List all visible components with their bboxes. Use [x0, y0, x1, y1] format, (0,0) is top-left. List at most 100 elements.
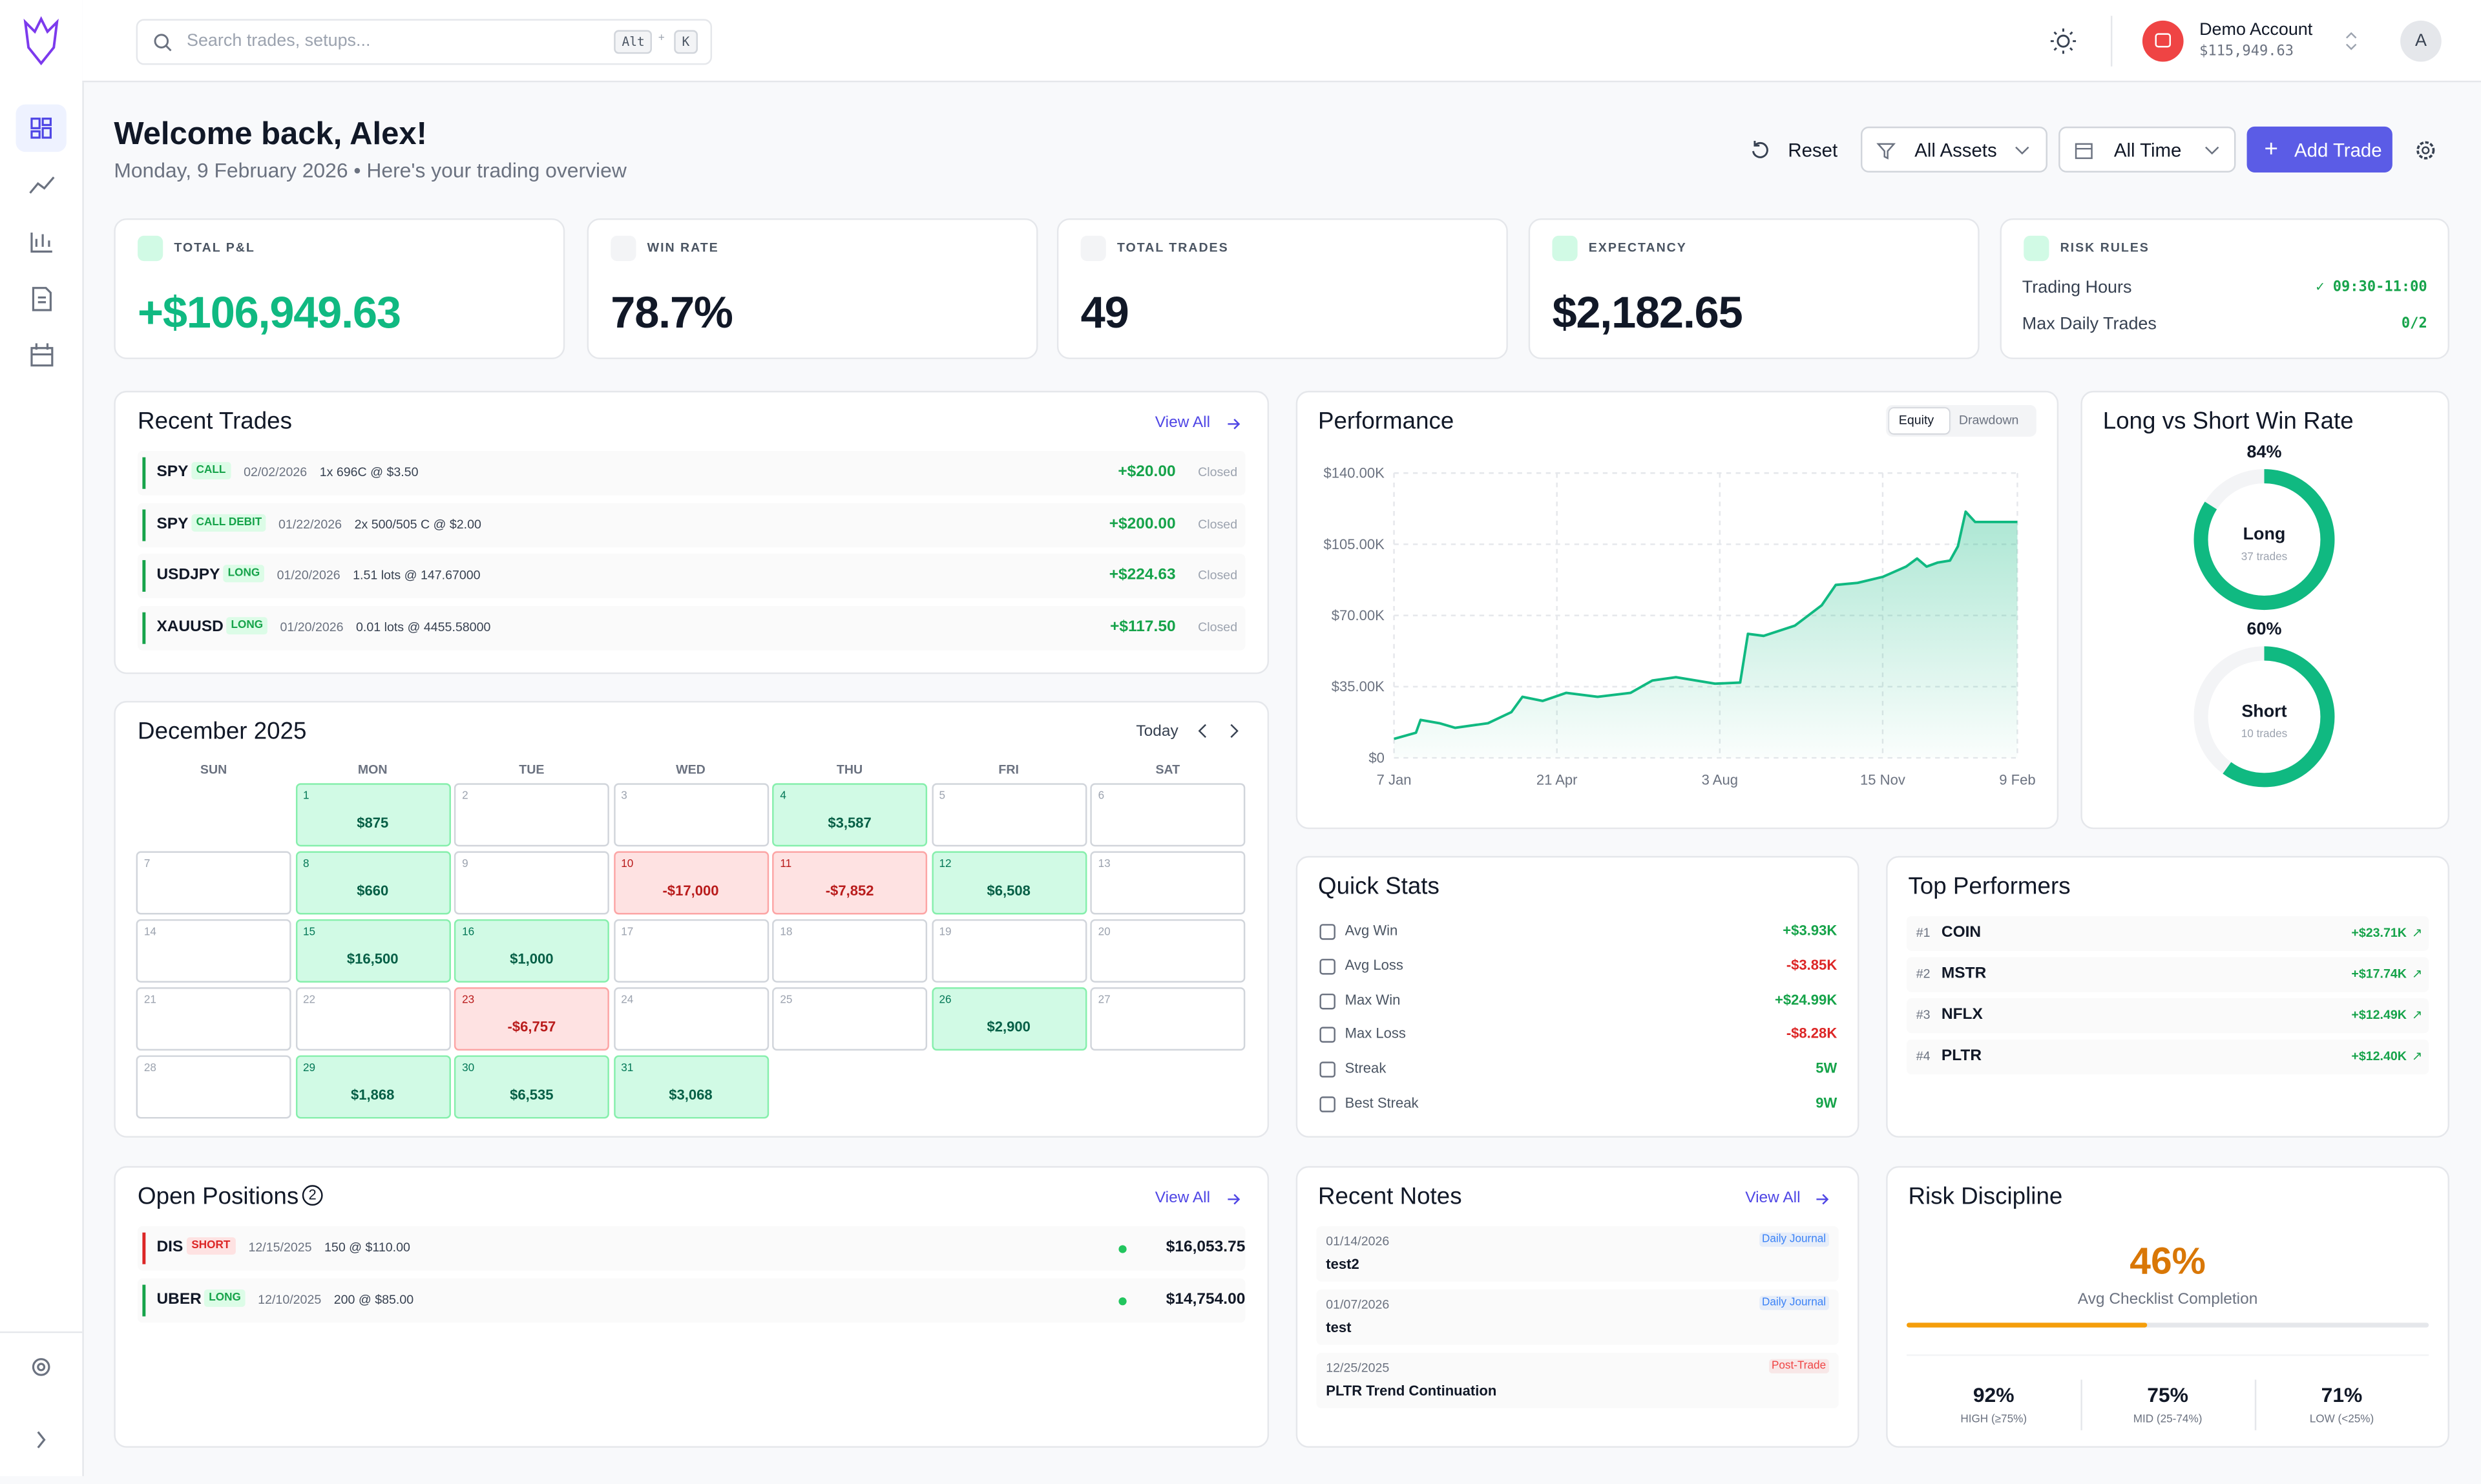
day-cell[interactable]: 30 $6,535: [454, 1055, 609, 1119]
day-number: 1: [302, 791, 309, 802]
avatar[interactable]: A: [2400, 20, 2442, 62]
day-cell[interactable]: 3: [612, 783, 768, 847]
month-nav[interactable]: [1196, 723, 1243, 738]
trend-icon: ↗: [2411, 925, 2423, 940]
day-cell[interactable]: 11 -$7,852: [772, 851, 928, 915]
day-cell[interactable]: 31 $3,068: [612, 1055, 768, 1119]
y-tick-label: $140.00K: [1324, 465, 1385, 481]
weekday: FRI: [998, 762, 1019, 777]
day-cell[interactable]: 29 $1,868: [295, 1055, 450, 1119]
time-filter[interactable]: All Time: [2058, 126, 2236, 172]
day-cell[interactable]: 5: [931, 783, 1087, 847]
view-all-link[interactable]: View All: [1155, 1189, 1211, 1207]
view-all-link[interactable]: View All: [1745, 1189, 1801, 1207]
account-icon[interactable]: [2142, 20, 2184, 62]
kpi-icon: [2024, 235, 2049, 262]
stat-name: Max Win: [1345, 991, 1401, 1008]
day-cell[interactable]: 20: [1090, 919, 1246, 983]
view-all-link[interactable]: View All: [1155, 414, 1211, 432]
rule-name: Trading Hours: [2022, 278, 2132, 298]
day-cell[interactable]: 8 $660: [295, 851, 450, 915]
nav-expand[interactable]: [37, 1431, 46, 1448]
note-row[interactable]: 12/25/2025 PLTR Trend Continuation Post-Tr…: [1316, 1352, 1839, 1408]
trade-row[interactable]: UBER LONG 12/10/2025 200 @ $85.00 $14,754.00: [138, 1278, 1245, 1323]
day-cell[interactable]: 13: [1090, 851, 1246, 915]
performer-row[interactable]: #3 NFLX +$12.49K ↗: [1907, 998, 2429, 1034]
note-title: PLTR Trend Continuation: [1326, 1383, 1497, 1399]
day-cell[interactable]: 4 $3,587: [772, 783, 928, 847]
reset-button[interactable]: Reset: [1788, 139, 1838, 162]
day-cell[interactable]: 18: [772, 919, 928, 983]
reset-icon: [1752, 140, 1768, 158]
account-chevron[interactable]: [2343, 30, 2359, 52]
area: [1394, 512, 2018, 758]
value: $16,053.75: [1166, 1238, 1246, 1257]
trend-icon: ↗: [2411, 1008, 2423, 1023]
note-row[interactable]: 01/07/2026 test Daily Journal: [1316, 1289, 1839, 1345]
day-cell[interactable]: 19: [931, 919, 1087, 983]
trade-row[interactable]: SPY CALL DEBIT 01/22/2026 2x 500/505 C @ $2…: [138, 503, 1246, 547]
performer-row[interactable]: #2 MSTR +$17.74K ↗: [1907, 957, 2429, 992]
nav-settings[interactable]: [32, 1358, 50, 1376]
kpi-label: TOTAL TRADES: [1116, 240, 1229, 255]
date: 01/20/2026: [277, 569, 340, 583]
status: Closed: [1198, 465, 1238, 480]
day-cell[interactable]: 16 $1,000: [454, 919, 609, 983]
kbd: Alt: [614, 30, 653, 54]
trade-row[interactable]: DIS SHORT 12/15/2025 150 @ $110.00 $16,053.7…: [138, 1226, 1245, 1271]
trade-row[interactable]: USDJPY LONG 01/20/2026 1.51 lots @ 147.6700…: [138, 554, 1246, 599]
day-cell[interactable]: 9: [454, 851, 609, 915]
nav-trades[interactable]: [29, 176, 55, 194]
day-cell[interactable]: 25: [772, 987, 928, 1051]
day-cell[interactable]: 2: [454, 783, 609, 847]
logo: [23, 16, 59, 66]
day-cell[interactable]: 7: [136, 851, 291, 915]
today-button[interactable]: Today: [1136, 723, 1178, 741]
win-rate-card: Long vs Short Win Rate: [2080, 390, 2450, 830]
day-cell[interactable]: 26 $2,900: [931, 987, 1087, 1051]
trade-row[interactable]: SPY CALL 02/02/2026 1x 696C @ $3.50 +$20.00 C…: [138, 450, 1246, 496]
donut-value: 84%: [2247, 442, 2282, 461]
day-cell[interactable]: 24: [612, 987, 768, 1051]
day-cell[interactable]: 23 -$6,757: [454, 987, 609, 1051]
nav-active[interactable]: [16, 104, 67, 152]
day-cell[interactable]: 27: [1090, 987, 1246, 1051]
nav-analytics[interactable]: [30, 233, 52, 253]
kpi-label: EXPECTANCY: [1588, 240, 1687, 255]
theme-toggle[interactable]: [2047, 25, 2079, 57]
day-cell[interactable]: 12 $6,508: [931, 851, 1087, 915]
day-cell[interactable]: 28: [136, 1055, 291, 1119]
nav-notes[interactable]: [32, 287, 52, 311]
side-bar: [142, 612, 146, 644]
search-box[interactable]: Search trades, setups... Alt + K: [136, 19, 713, 65]
note-row[interactable]: 01/14/2026 test2 Daily Journal: [1316, 1226, 1839, 1282]
rank: #1: [1916, 925, 1931, 940]
day-cell[interactable]: 15 $16,500: [295, 919, 450, 983]
day-cell[interactable]: 1 $875: [295, 783, 450, 847]
day-cell[interactable]: 10 -$17,000: [612, 851, 768, 915]
account-balance: $115,949.63: [2199, 44, 2294, 61]
trend-icon: ↗: [2411, 967, 2423, 981]
x-tick-label: 7 Jan: [1377, 772, 1412, 788]
add-trade-label: Add Trade: [2294, 139, 2382, 162]
day-cell[interactable]: 14: [136, 919, 291, 983]
sidebar-icons: [0, 16, 83, 1448]
note-date: 01/07/2026: [1326, 1297, 1390, 1312]
tab[interactable]: Equity: [1898, 413, 1934, 428]
tag: LONG: [226, 617, 268, 635]
performer-row[interactable]: #4 PLTR +$12.40K ↗: [1907, 1039, 2429, 1074]
settings-button[interactable]: [2414, 140, 2436, 162]
assets-filter[interactable]: All Assets: [1861, 126, 2047, 172]
date: 12/10/2025: [258, 1292, 322, 1307]
day-cell[interactable]: 21: [136, 987, 291, 1051]
performer-row[interactable]: #1 COIN +$23.71K ↗: [1907, 915, 2429, 951]
nav-calendar[interactable]: [30, 343, 54, 367]
day-cell[interactable]: 6: [1090, 783, 1246, 847]
day-cell[interactable]: 17: [612, 919, 768, 983]
tab[interactable]: Drawdown: [1958, 413, 2019, 428]
day-cell[interactable]: 22: [295, 987, 450, 1051]
trade-row[interactable]: XAUUSD LONG 01/20/2026 0.01 lots @ 4455.580…: [138, 606, 1246, 651]
add-trade-button[interactable]: + Add Trade: [2246, 126, 2392, 172]
card-title: Recent Notes: [1318, 1183, 1462, 1211]
status-dot: [1118, 1245, 1127, 1253]
